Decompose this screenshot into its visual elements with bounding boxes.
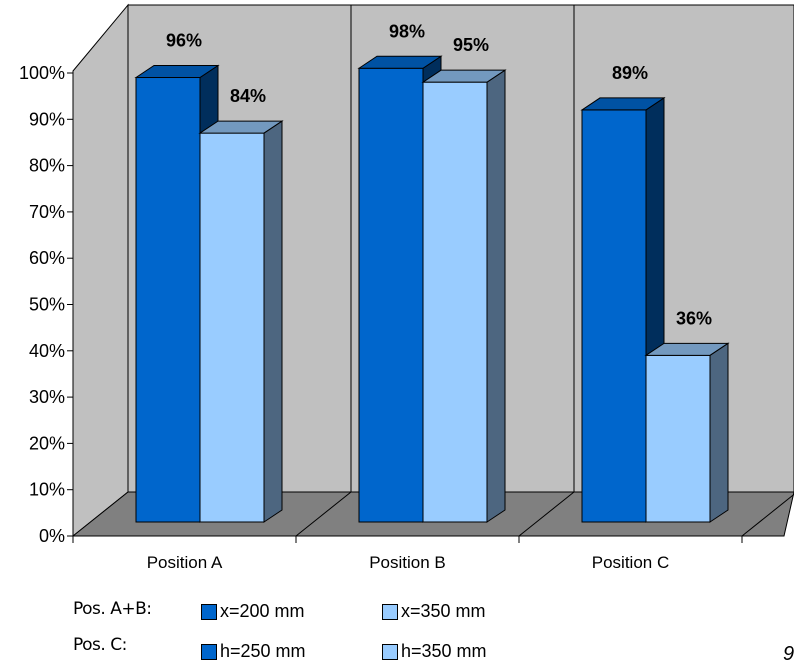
data-label: 84%: [230, 86, 266, 106]
bar-front: [358, 67, 424, 523]
bar-front: [199, 132, 265, 523]
data-label: 36%: [676, 308, 712, 328]
x-tick-label: Position B: [369, 553, 446, 572]
bar-front: [581, 109, 647, 523]
y-tick-label: 40%: [29, 341, 65, 361]
y-tick-label: 50%: [29, 295, 65, 315]
bar-top: [134, 65, 220, 79]
bar-side: [486, 69, 506, 523]
category-divider-floor: [741, 493, 794, 537]
y-axis: 0% 10% 20% 30% 40% 50% 60% 70% 80% 90% 100%: [19, 63, 74, 546]
y-tick-label: 60%: [29, 248, 65, 268]
y-tick-label: 100%: [19, 63, 65, 83]
category-divider-floor: [518, 491, 575, 537]
data-labels: 96% 84% 98% 95% 89% 36%: [166, 21, 712, 328]
y-tick-label: 20%: [29, 433, 65, 453]
side-wall: [72, 3, 129, 538]
data-label: 95%: [453, 35, 489, 55]
bar: [198, 120, 284, 523]
x-tick-label: Position A: [147, 553, 223, 572]
data-label: 96%: [166, 31, 202, 51]
bar-top: [644, 342, 730, 356]
bars: [134, 55, 730, 523]
y-tick-label: 70%: [29, 202, 65, 222]
y-tick-label: 0%: [39, 526, 65, 546]
x-tick-label: Position C: [592, 553, 669, 572]
bar-side: [709, 342, 729, 523]
data-label: 89%: [612, 63, 648, 83]
bar-top: [198, 120, 284, 134]
category-divider-floor: [295, 491, 352, 537]
bar-side: [263, 120, 283, 523]
bar-front: [135, 77, 201, 523]
bar: [421, 69, 507, 523]
x-axis: Position A Position B Position C: [72, 535, 784, 572]
y-tick-label: 80%: [29, 156, 65, 176]
bar: [644, 342, 730, 523]
bar-front: [645, 354, 711, 523]
corner-text: 9: [783, 643, 794, 664]
bar-front: [422, 81, 488, 523]
bar-top: [357, 55, 443, 69]
data-label: 98%: [389, 21, 425, 41]
y-tick-label: 30%: [29, 387, 65, 407]
bar-top: [580, 97, 666, 111]
y-tick-label: 10%: [29, 480, 65, 500]
bar-top: [421, 69, 507, 83]
y-tick-label: 90%: [29, 109, 65, 129]
